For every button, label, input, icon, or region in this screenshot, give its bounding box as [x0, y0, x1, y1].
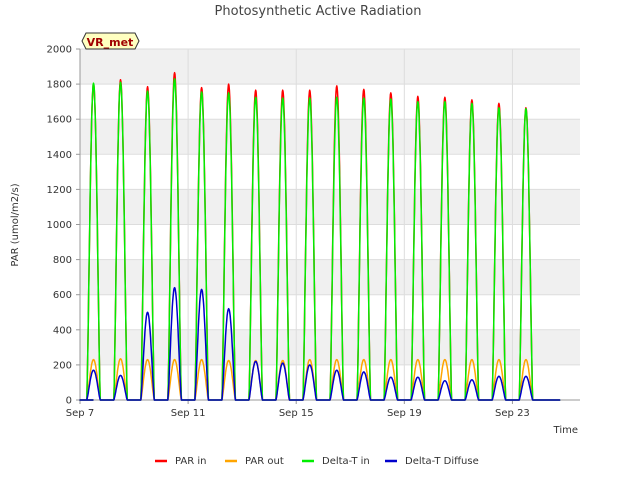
site-label: VR_met — [87, 36, 134, 49]
site-label-box: VR_met — [81, 32, 140, 50]
x-tick-label: Sep 15 — [279, 408, 314, 419]
x-axis-label: Time — [553, 425, 578, 436]
grid-band — [80, 49, 580, 85]
legend-label: PAR out — [245, 456, 284, 467]
y-tick-label: 1800 — [47, 80, 72, 91]
y-tick-label: 2000 — [47, 45, 72, 56]
legend-item: PAR in — [155, 456, 206, 467]
y-tick-label: 400 — [53, 325, 72, 336]
legend-item: Delta-T in — [302, 456, 370, 467]
x-tick-label: Sep 19 — [387, 408, 422, 419]
y-tick-label: 1000 — [47, 220, 72, 231]
chart-title: Photosynthetic Active Radiation — [215, 4, 422, 19]
grid-band — [80, 329, 580, 365]
y-axis-label: PAR (umol/m2/s) — [10, 183, 21, 266]
y-tick-label: 200 — [53, 360, 72, 371]
x-tick-label: Sep 7 — [66, 408, 94, 419]
legend: PAR in PAR out Delta-T in Delta-T Diffuse — [155, 456, 479, 467]
y-tick-label: 1400 — [47, 150, 72, 161]
y-tick-label: 800 — [53, 255, 72, 266]
legend-label: Delta-T in — [322, 456, 370, 467]
x-tick-label: Sep 11 — [171, 408, 206, 419]
grid-band — [80, 259, 580, 295]
y-axis: 0 200 400 600 800 1000 1200 1400 1600 1800 2000 — [47, 45, 81, 407]
series-line — [79, 286, 561, 401]
grid-band — [80, 119, 580, 155]
legend-label: Delta-T Diffuse — [405, 456, 479, 467]
grid-band — [80, 189, 580, 225]
legend-item: Delta-T Diffuse — [385, 456, 479, 467]
x-axis: Sep 7 Sep 11 Sep 15 Sep 19 Sep 23 — [66, 399, 580, 419]
y-tick-label: 0 — [66, 396, 72, 407]
legend-item: PAR out — [225, 456, 284, 467]
y-tick-label: 1600 — [47, 115, 72, 126]
legend-label: PAR in — [175, 456, 206, 467]
y-tick-label: 600 — [53, 290, 72, 301]
x-tick-label: Sep 23 — [495, 408, 530, 419]
series-lines — [79, 71, 561, 401]
y-tick-label: 1200 — [47, 185, 72, 196]
